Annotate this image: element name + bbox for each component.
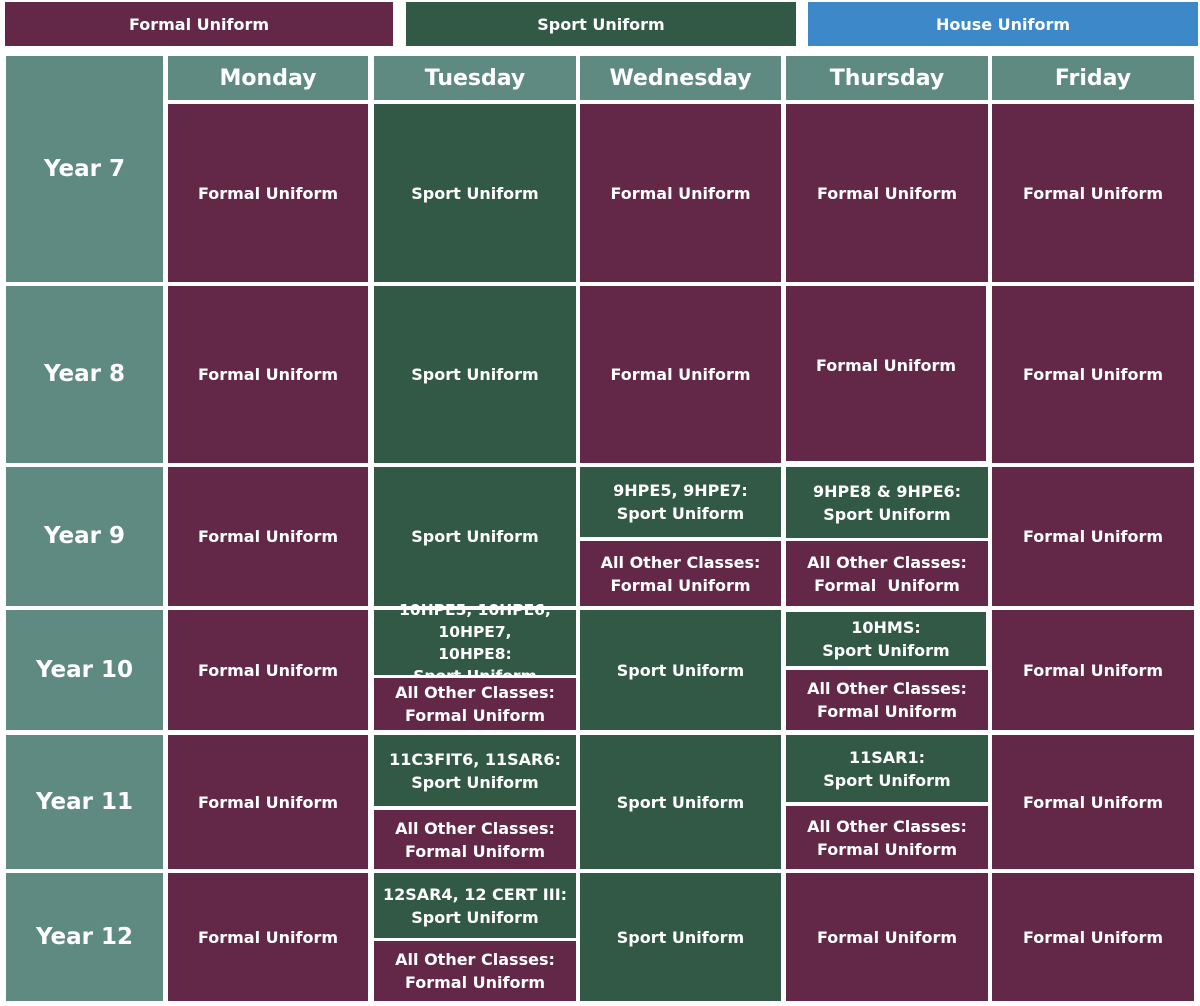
cell-y10-tuesday-formal-text: Formal Uniform (404, 706, 546, 725)
cell-y11-tuesday-formal: All Other Classes: Formal Uniform (374, 810, 576, 869)
cell-y11-friday: Formal Uniform (992, 735, 1194, 869)
cell-y9-wednesday-formal-text: Formal Uniform (610, 575, 751, 595)
cell-y11-thursday-other: All Other Classes: (807, 816, 967, 836)
cell-y11-tuesday-sport-text: Sport Uniform (411, 772, 539, 792)
cell-y8-wednesday: Formal Uniform (580, 286, 781, 463)
cell-y10-friday: Formal Uniform (992, 610, 1194, 730)
cell-y9-thursday-other: All Other Classes: (807, 552, 967, 572)
year-8-text: Year 8 (43, 361, 126, 387)
year-7-label: Year 7 (6, 56, 163, 282)
cell-y12-tuesday-formal-text: Formal Uniform (404, 973, 546, 992)
cell-y10-tuesday-sport: 10HPE5, 10HPE6, 10HPE7, 10HPE8: Sport Un… (374, 601, 576, 685)
year-10-label: Year 10 (6, 610, 163, 730)
cell-y8-thursday: Formal Uniform (786, 286, 986, 461)
cell-y9-wednesday-sport-text: Sport Uniform (616, 504, 745, 523)
cell-y9-thursday-sport: 9HPE8 & 9HPE6: Sport Uniform (786, 467, 988, 538)
cell-y9-wednesday-sport: 9HPE5, 9HPE7: Sport Uniform (580, 467, 781, 537)
cell-y9-thursday-sport-text: Sport Uniform (823, 504, 951, 524)
cell-y7-thursday: Formal Uniform (786, 104, 988, 282)
cell-y11-thursday-formal-text: Formal Uniform (816, 839, 958, 859)
cell-y10-tuesday-classes-2: 10HPE8: (438, 644, 512, 663)
cell-y12-tuesday-sport: 12SAR4, 12 CERT III: Sport Uniform (374, 873, 576, 938)
year-12-label: Year 12 (6, 873, 163, 1001)
cell-y12-tuesday-formal: All Other Classes: Formal Uniform (374, 941, 576, 1001)
year-12-text: Year 12 (35, 923, 134, 950)
cell-y7-monday: Formal Uniform (168, 104, 368, 282)
cell-y10-thursday-formal-text: Formal Uniform (816, 702, 958, 721)
day-header-friday: Friday (992, 56, 1194, 100)
cell-y11-thursday-formal: All Other Classes: Formal Uniform (786, 806, 988, 869)
cell-y12-thursday: Formal Uniform (786, 873, 988, 1001)
cell-y9-wednesday-classes: 9HPE5, 9HPE7: (613, 481, 748, 500)
cell-y11-thursday-sport: 11SAR1: Sport Uniform (786, 735, 988, 802)
cell-y8-friday: Formal Uniform (992, 286, 1194, 463)
cell-y12-tuesday-classes: 12SAR4, 12 CERT III: (382, 884, 568, 904)
cell-y8-monday: Formal Uniform (168, 286, 368, 463)
cell-y10-thursday-classes: 10HMS: (851, 618, 921, 637)
year-9-label: Year 9 (6, 467, 163, 606)
cell-y10-thursday-other: All Other Classes: (807, 679, 967, 698)
cell-y10-monday: Formal Uniform (168, 610, 368, 730)
year-8-label: Year 8 (6, 286, 163, 463)
day-header-tuesday: Tuesday (374, 56, 576, 100)
cell-y7-tuesday: Sport Uniform (374, 104, 576, 282)
cell-y9-thursday-formal: All Other Classes: Formal Uniform (786, 541, 988, 606)
cell-y10-thursday-sport-text: Sport Uniform (822, 641, 950, 660)
cell-y9-friday: Formal Uniform (992, 467, 1194, 606)
legend-formal: Formal Uniform (5, 2, 393, 46)
cell-y10-thursday-formal: All Other Classes: Formal Uniform (786, 670, 988, 730)
cell-y11-tuesday-sport: 11C3FIT6, 11SAR6: Sport Uniform (374, 735, 576, 806)
cell-y12-wednesday: Sport Uniform (580, 873, 781, 1001)
day-header-thursday: Thursday (786, 56, 988, 100)
cell-y12-friday: Formal Uniform (992, 873, 1194, 1001)
cell-y12-tuesday-sport-text: Sport Uniform (411, 907, 539, 927)
cell-y7-friday: Formal Uniform (992, 104, 1194, 282)
cell-y9-wednesday-formal: All Other Classes: Formal Uniform (580, 541, 781, 606)
cell-y11-tuesday-formal-text: Formal Uniform (404, 841, 546, 861)
cell-y11-tuesday-other: All Other Classes: (395, 818, 555, 838)
day-header-wednesday: Wednesday (580, 56, 781, 100)
cell-y10-tuesday-formal: All Other Classes: Formal Uniform (374, 678, 576, 730)
cell-y9-monday: Formal Uniform (168, 467, 368, 606)
cell-y10-thursday-sport: 10HMS: Sport Uniform (786, 612, 986, 666)
day-header-monday: Monday (168, 56, 368, 100)
cell-y11-thursday-classes: 11SAR1: (848, 747, 926, 767)
cell-y11-monday: Formal Uniform (168, 735, 368, 869)
cell-y9-wednesday-other: All Other Classes: (600, 552, 761, 572)
cell-y11-wednesday: Sport Uniform (580, 735, 781, 869)
legend-house: House Uniform (808, 2, 1198, 46)
cell-y11-tuesday-classes: 11C3FIT6, 11SAR6: (389, 749, 561, 769)
cell-y9-tuesday: Sport Uniform (374, 467, 576, 606)
cell-y9-thursday-classes: 9HPE8 & 9HPE6: (812, 481, 962, 501)
year-11-text: Year 11 (35, 788, 134, 815)
cell-y10-tuesday-classes-1: 10HPE5, 10HPE6, 10HPE7, (399, 600, 551, 641)
cell-y10-tuesday-other: All Other Classes: (395, 683, 555, 702)
year-9-text: Year 9 (43, 523, 126, 549)
cell-y12-monday: Formal Uniform (168, 873, 368, 1001)
year-11-label: Year 11 (6, 735, 163, 869)
cell-y11-thursday-sport-text: Sport Uniform (823, 770, 951, 790)
cell-y12-tuesday-other: All Other Classes: (395, 950, 555, 969)
year-7-text: Year 7 (43, 155, 126, 182)
cell-y7-wednesday: Formal Uniform (580, 104, 781, 282)
cell-y9-thursday-formal-text: Formal Uniform (814, 575, 960, 595)
legend-sport: Sport Uniform (406, 2, 796, 46)
cell-y8-tuesday: Sport Uniform (374, 286, 576, 463)
cell-y10-wednesday: Sport Uniform (580, 610, 781, 730)
year-10-text: Year 10 (35, 656, 134, 683)
